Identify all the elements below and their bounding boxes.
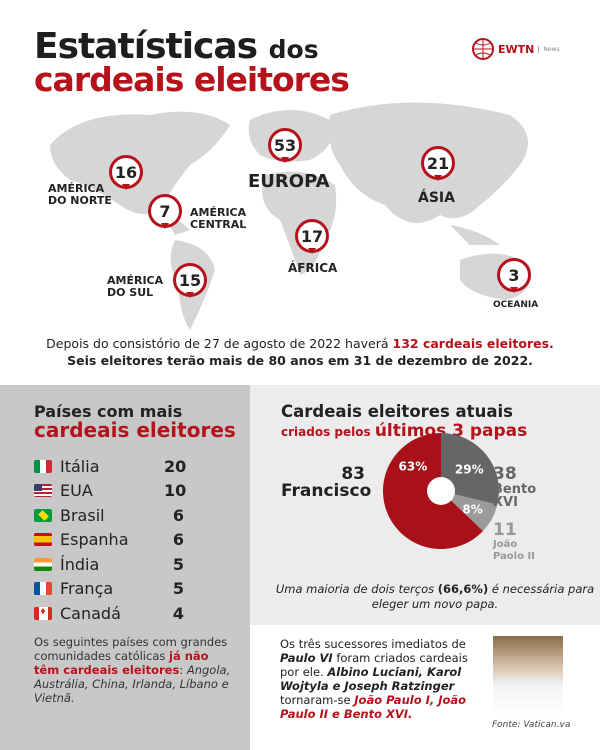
countries-list: Itália 20 EUA 10 Brasil 6 Espanha 6 Índia 5 F… [34, 454, 187, 626]
country-value: 10 [164, 481, 187, 501]
countries-title2: cardeais eleitores [34, 418, 236, 442]
canada-flag-icon: ♦ [34, 606, 52, 620]
france-flag-icon [34, 582, 52, 596]
francisco-name: Francisco [281, 481, 372, 501]
list-item: França 5 [34, 577, 184, 602]
pin-asia: 21 [421, 146, 455, 181]
majority-note: Uma maioria de dois terços (66,6%) é nec… [270, 582, 600, 612]
note-d: Angola, Austrália, China, Irlanda, Líban… [34, 663, 231, 705]
pie-label-2: 8% [462, 502, 482, 516]
bento-name2: XVI [493, 495, 518, 510]
pin-south-america: 15 [173, 263, 207, 298]
usa-flag-icon [34, 484, 52, 498]
label-joao: 11 João Paolo II [493, 522, 535, 563]
country-value: 5 [172, 579, 184, 599]
chart-title: Cardeais eleitores atuais [281, 402, 513, 421]
pie-label-0: 63% [399, 459, 428, 473]
bento-name1: Bento [493, 482, 537, 497]
joao-name2: Paolo II [493, 551, 535, 562]
country-name: Canadá [60, 603, 121, 623]
world-map [50, 102, 531, 330]
country-value: 5 [172, 554, 184, 574]
label-europe: EUROPA [248, 171, 330, 192]
list-item: Índia 5 [34, 552, 184, 577]
list-item: Itália 20 [34, 454, 187, 479]
subtitle-a: criados pelos [281, 425, 371, 439]
label-francisco: 83 Francisco [281, 464, 372, 501]
b-e: tornaram-se [280, 693, 355, 707]
label-africa: ÁFRICA [288, 261, 338, 275]
b-d: Albino Luciani, Karol Wojtyla e Joseph R… [280, 665, 462, 693]
label-bento: 38 Bento XVI [493, 464, 537, 510]
logo-sub: News [538, 45, 560, 53]
country-name: Itália [60, 456, 100, 476]
country-value: 6 [172, 530, 184, 550]
no-cardinals-note: Os seguintes países com grandes comunida… [34, 635, 234, 705]
title: Estatísticas dos [34, 26, 319, 67]
note-c: : [179, 663, 187, 677]
spain-flag-icon [34, 533, 52, 547]
subtitle-b: últimos 3 papas [374, 421, 528, 441]
list-item: EUA 10 [34, 479, 187, 504]
joao-name1: João [493, 539, 518, 550]
pie-chart: 29% 8% 63% [383, 433, 499, 549]
note-l2a: Seis eleitores terão mais de 80 anos [67, 353, 324, 368]
pope-paul-vi-photo [493, 636, 563, 716]
note-l1b: 132 cardeais eleitores. [392, 336, 554, 351]
pin-north-america: 16 [109, 155, 143, 190]
title-main: Estatísticas [34, 26, 258, 67]
list-item: Brasil 6 [34, 503, 184, 528]
country-name: EUA [60, 481, 93, 501]
pin-central-america: 7 [148, 194, 182, 229]
pin-oceania: 3 [497, 258, 531, 293]
consistory-note: Depois do consistório de 27 de agosto de… [0, 335, 600, 369]
pie-slice-2 [441, 491, 498, 532]
brazil-flag-icon [34, 508, 52, 522]
pin-africa: 17 [295, 219, 329, 254]
pin-europe: 53 [268, 128, 302, 163]
list-item: ♦ Canadá 4 [34, 601, 184, 626]
label-north-america: AMÉRICA DO NORTE [48, 182, 112, 207]
pie-hole [427, 477, 455, 505]
italy-flag-icon [34, 459, 52, 473]
globe-icon [472, 38, 494, 60]
logo-text: EWTN [498, 42, 535, 56]
title-small: dos [268, 35, 319, 64]
country-name: Índia [60, 554, 100, 574]
country-name: Brasil [60, 505, 105, 525]
country-value: 6 [172, 505, 184, 525]
b-b: Paulo VI [280, 651, 333, 665]
majority-b: (66,6%) [437, 582, 489, 596]
chart-subtitle: criados pelos últimos 3 papas [281, 421, 527, 441]
majority-a: Uma maioria de dois terços [275, 582, 438, 596]
country-name: Espanha [60, 530, 129, 550]
country-value: 4 [172, 603, 184, 623]
list-item: Espanha 6 [34, 528, 184, 553]
pie-label-1: 29% [455, 463, 484, 477]
majority-c: é necessária para eleger um novo papa. [371, 582, 595, 611]
francisco-count: 83 [341, 464, 365, 484]
b-c: foram criados cardeais por ele. [280, 651, 468, 679]
ewtn-logo: EWTN News [472, 38, 560, 60]
note-l1a: Depois do consistório de 27 de agosto de… [46, 336, 393, 351]
source: Fonte: Vatican.va [492, 720, 571, 730]
joao-count: 11 [493, 520, 517, 540]
b-a: Os três sucessores imediatos de [280, 637, 466, 651]
label-central-america: AMÉRICA CENTRAL [190, 206, 247, 231]
paul-vi-note: Os três sucessores imediatos de Paulo VI… [280, 637, 485, 721]
countries-title1: Países com mais [34, 402, 183, 421]
b-f: João Paulo I, João Paulo II e Bento XVI. [280, 693, 467, 721]
label-south-america: AMÉRICA DO SUL [107, 274, 164, 299]
note-a: Os seguintes países com grandes comunida… [34, 635, 228, 663]
bento-count: 38 [493, 464, 517, 484]
country-name: França [60, 579, 114, 599]
label-oceania: OCEANIA [493, 300, 539, 310]
india-flag-icon [34, 557, 52, 571]
pie-slice-1 [441, 433, 499, 505]
country-value: 20 [164, 456, 187, 476]
title-line2: cardeais eleitores [34, 60, 350, 99]
note-l2b: em 31 de dezembro de 2022. [323, 353, 533, 368]
label-asia: ÁSIA [418, 190, 455, 206]
note-b: já não têm cardeais eleitores [34, 649, 209, 677]
